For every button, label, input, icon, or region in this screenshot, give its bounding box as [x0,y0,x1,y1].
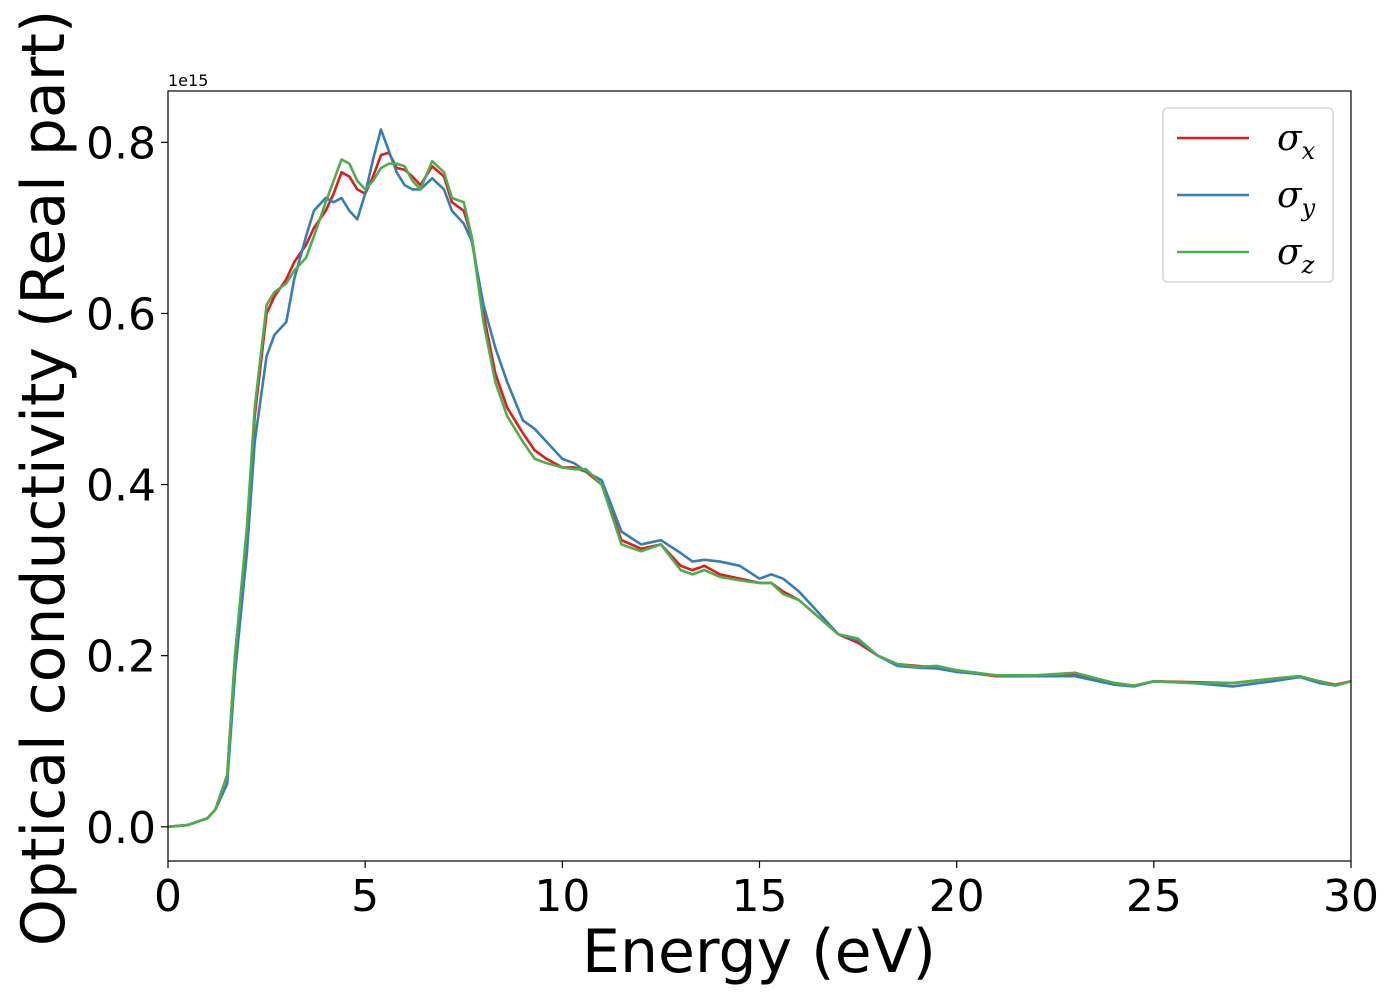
y-tick-label: 0.2 [86,632,156,683]
y-tick-label: 0.4 [86,461,156,512]
x-axis-title: Energy (eV) [582,917,936,987]
x-tick-label: 15 [732,871,788,922]
y-axis-title: Optical conductivity (Real part) [9,10,79,947]
x-tick-label: 10 [534,871,590,922]
x-tick-label: 0 [154,871,182,922]
x-tick-label: 25 [1126,871,1182,922]
y-tick-label: 0.8 [86,118,156,169]
y-tick-label: 0.0 [86,803,156,854]
x-tick-label: 20 [929,871,985,922]
plot-area [168,91,1351,861]
x-tick-label: 5 [351,871,379,922]
legend-label-x: σx [1277,118,1316,165]
axes-group: 0 5 10 15 20 25 30 0.0 0.2 0.4 0.6 0.8 [86,90,1379,922]
series-line-z [168,158,1351,829]
x-tick-label: 30 [1323,871,1379,922]
plot-background [168,91,1351,861]
y-offset-label: 1e15 [168,71,208,90]
y-tick-label: 0.6 [86,289,156,340]
series-group [168,128,1351,829]
